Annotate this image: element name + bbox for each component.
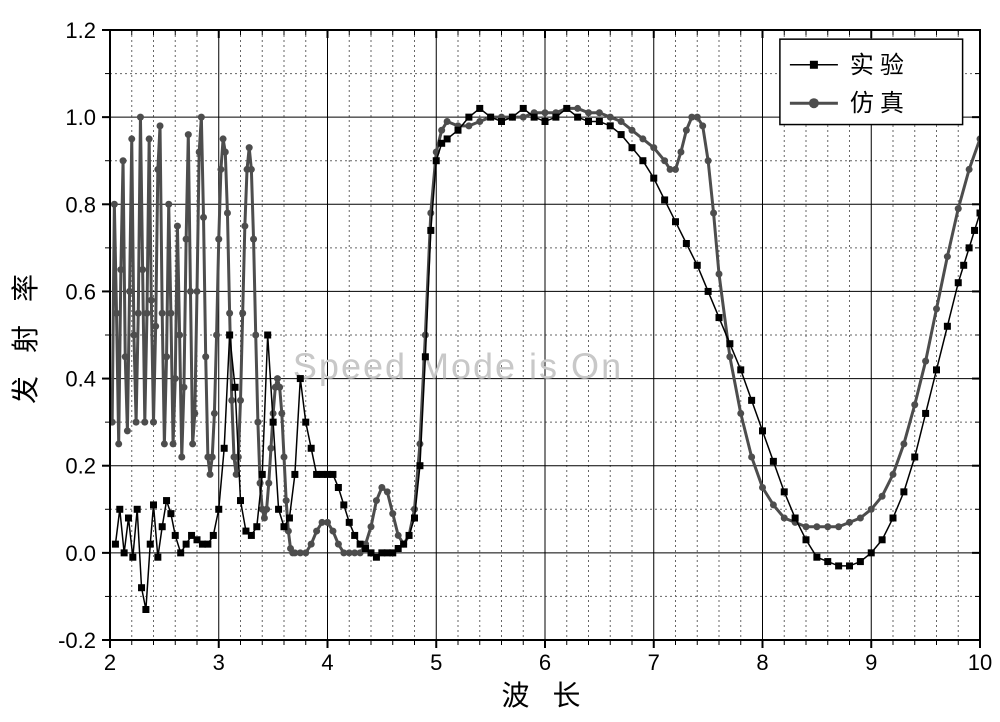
x-tick-label: 10: [968, 650, 992, 675]
x-tick-label: 8: [756, 650, 768, 675]
x-tick-label: 5: [430, 650, 442, 675]
chart-container: Speed Mode is On 2 3 4 5 6 7 8 9 10 -0.2 0.0 0.2 0.4 0…: [0, 0, 1000, 722]
x-tick-label: 4: [321, 650, 333, 675]
y-tick-label: 0.2: [65, 454, 96, 479]
y-tick-label: 0.6: [65, 279, 96, 304]
x-tick-label: 7: [648, 650, 660, 675]
x-axis-label: 波 长: [501, 680, 588, 712]
y-tick-label: 0.0: [65, 541, 96, 566]
x-tick-label: 9: [865, 650, 877, 675]
y-tick-label: 0.8: [65, 192, 96, 217]
y-tick-label: 1.2: [65, 18, 96, 43]
y-tick-label: 1.0: [65, 105, 96, 130]
watermark: Speed Mode is On: [293, 346, 623, 387]
legend: 实 验仿 真: [780, 39, 963, 124]
x-tick-label: 3: [213, 650, 225, 675]
x-tick-label: 2: [104, 650, 116, 675]
x-tick-label: 6: [539, 650, 551, 675]
legend-label: 仿 真: [850, 90, 904, 117]
chart-svg: Speed Mode is On 2 3 4 5 6 7 8 9 10 -0.2 0.0 0.2 0.4 0…: [0, 0, 1000, 722]
y-tick-label: -0.2: [58, 628, 96, 653]
y-axis-label: 发 射 率: [10, 266, 42, 404]
legend-label: 实 验: [850, 52, 904, 79]
y-tick-label: 0.4: [65, 367, 96, 392]
